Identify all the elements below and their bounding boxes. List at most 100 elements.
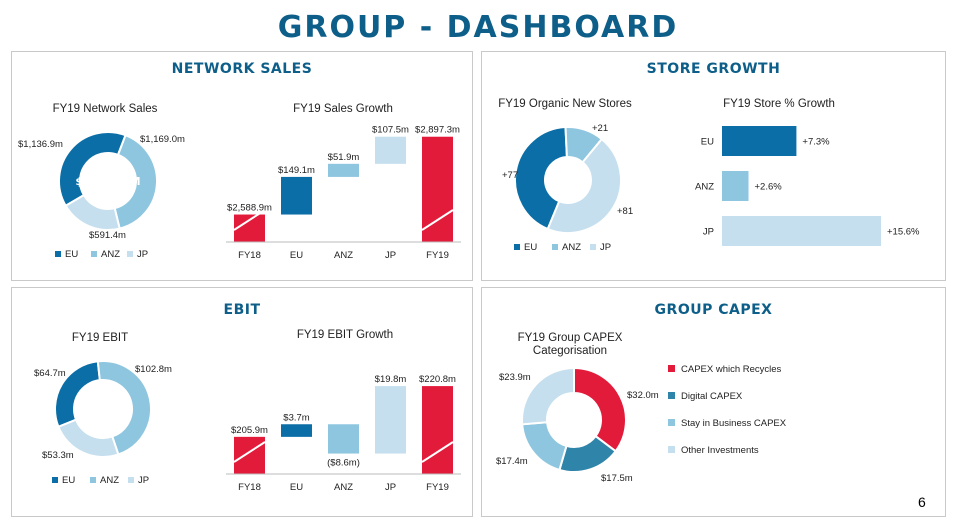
legend-swatch bbox=[55, 251, 61, 257]
donut-center-label: $90.8M bbox=[551, 414, 597, 427]
donut-value-label: $64.7m bbox=[34, 368, 66, 379]
page-number: 6 bbox=[918, 494, 926, 510]
store-growth-bar-anz bbox=[722, 171, 749, 201]
bar-value-label: +2.6% bbox=[755, 182, 783, 193]
donut-value-label: $591.4m bbox=[89, 230, 126, 241]
page-title: GROUP - DASHBOARD bbox=[277, 10, 679, 45]
ebit-growth-chart-title: FY19 EBIT Growth bbox=[296, 329, 394, 341]
axis-break-mark bbox=[233, 441, 266, 463]
legend-swatch bbox=[668, 392, 675, 399]
legend-entry: JP bbox=[600, 242, 611, 253]
waterfall-category-label: FY18 bbox=[238, 482, 261, 493]
waterfall-category-label: FY18 bbox=[238, 250, 261, 261]
legend-entry: Other Investments bbox=[681, 445, 759, 456]
donut-slice-2 bbox=[113, 133, 158, 230]
donut-value-label: $23.9m bbox=[499, 372, 531, 383]
legend-swatch bbox=[514, 244, 520, 250]
waterfall-value-label: $220.8m bbox=[419, 374, 456, 385]
legend-swatch bbox=[668, 365, 675, 372]
bar-category-label: ANZ bbox=[695, 182, 714, 193]
donut-slice-2 bbox=[96, 360, 152, 456]
legend-entry: ANZ bbox=[100, 475, 119, 486]
ebit-chart-title: FY19 EBIT bbox=[71, 332, 129, 344]
legend-swatch bbox=[590, 244, 596, 250]
waterfall-value-label: ($8.6m) bbox=[327, 458, 360, 469]
waterfall-bar-anz bbox=[328, 163, 359, 177]
network-sales-chart-title: FY19 Network Sales bbox=[52, 103, 158, 115]
donut-slice-3 bbox=[546, 137, 622, 234]
donut-value-label: +77 bbox=[502, 170, 518, 181]
panel-title: GROUP CAPEX bbox=[654, 302, 773, 318]
axis-break-mark bbox=[233, 209, 266, 231]
legend-swatch bbox=[668, 446, 675, 453]
waterfall-value-label: $51.9m bbox=[328, 152, 360, 163]
sales-growth-chart-title: FY19 Sales Growth bbox=[293, 103, 393, 115]
new-stores-chart-title: FY19 Organic New Stores bbox=[498, 98, 632, 110]
legend-swatch bbox=[52, 477, 58, 483]
waterfall-bar-eu bbox=[281, 176, 312, 215]
legend-swatch bbox=[91, 251, 97, 257]
bar-value-label: +7.3% bbox=[802, 137, 830, 148]
store-growth-bar-eu bbox=[722, 126, 797, 156]
donut-value-label: $32.0m bbox=[627, 390, 659, 401]
panel-title: STORE GROWTH bbox=[646, 61, 781, 77]
waterfall-bar-jp bbox=[375, 386, 406, 454]
legend-swatch bbox=[552, 244, 558, 250]
axis-break-mark bbox=[421, 209, 454, 231]
legend-swatch bbox=[128, 477, 134, 483]
donut-slice-3 bbox=[57, 418, 120, 458]
donut-center-label: $2,897.3M bbox=[75, 175, 140, 188]
donut-value-label: $17.4m bbox=[496, 456, 528, 467]
waterfall-bar-eu bbox=[281, 424, 312, 437]
donut-value-label: $53.3m bbox=[42, 450, 74, 461]
donut-value-label: $17.5m bbox=[601, 473, 633, 484]
bar-category-label: EU bbox=[701, 137, 714, 148]
waterfall-category-label: ANZ bbox=[334, 482, 353, 493]
legend-swatch bbox=[668, 419, 675, 426]
donut-value-label: $1,136.9m bbox=[18, 139, 63, 150]
waterfall-category-label: FY19 bbox=[426, 250, 449, 261]
legend-entry: ANZ bbox=[562, 242, 581, 253]
waterfall-category-label: FY19 bbox=[426, 482, 449, 493]
donut-slice-3 bbox=[64, 193, 121, 231]
waterfall-value-label: $149.1m bbox=[278, 165, 315, 176]
legend-entry: EU bbox=[65, 249, 78, 260]
store-growth-bar-jp bbox=[722, 216, 881, 246]
waterfall-value-label: $19.8m bbox=[375, 374, 407, 385]
donut-slice-3 bbox=[521, 421, 568, 472]
legend-entry: ANZ bbox=[101, 249, 120, 260]
donut-value-label: $1,169.0m bbox=[140, 134, 185, 145]
legend-entry: EU bbox=[524, 242, 537, 253]
waterfall-value-label: $2,588.9m bbox=[227, 203, 272, 214]
panel-group-capex: GROUP CAPEX bbox=[481, 287, 946, 517]
waterfall-value-label: $107.5m bbox=[372, 125, 409, 136]
axis-break-mark bbox=[421, 441, 454, 463]
donut-slice-1 bbox=[58, 131, 127, 208]
donut-center-label: $220.8M bbox=[76, 403, 129, 416]
waterfall-bar-fy18 bbox=[234, 436, 265, 474]
waterfall-bar-jp bbox=[375, 136, 406, 164]
donut-value-label: +21 bbox=[592, 123, 608, 134]
donut-center-label: +179 bbox=[552, 174, 584, 187]
waterfall-category-label: EU bbox=[290, 250, 303, 261]
legend-entry: JP bbox=[138, 475, 149, 486]
waterfall-value-label: $3.7m bbox=[283, 412, 309, 423]
panel-title: EBIT bbox=[223, 302, 261, 318]
waterfall-category-label: JP bbox=[385, 250, 396, 261]
donut-slice-4 bbox=[521, 366, 575, 426]
legend-swatch bbox=[127, 251, 133, 257]
capex-chart-title-line1: FY19 Group CAPEX bbox=[517, 332, 623, 344]
waterfall-bar-anz bbox=[328, 424, 359, 454]
waterfall-bar-fy19 bbox=[422, 136, 453, 242]
legend-entry: CAPEX which Recycles bbox=[681, 364, 782, 375]
legend-entry: EU bbox=[62, 475, 75, 486]
bar-value-label: +15.6% bbox=[887, 227, 920, 238]
waterfall-category-label: JP bbox=[385, 482, 396, 493]
donut-value-label: $102.8m bbox=[135, 364, 172, 375]
